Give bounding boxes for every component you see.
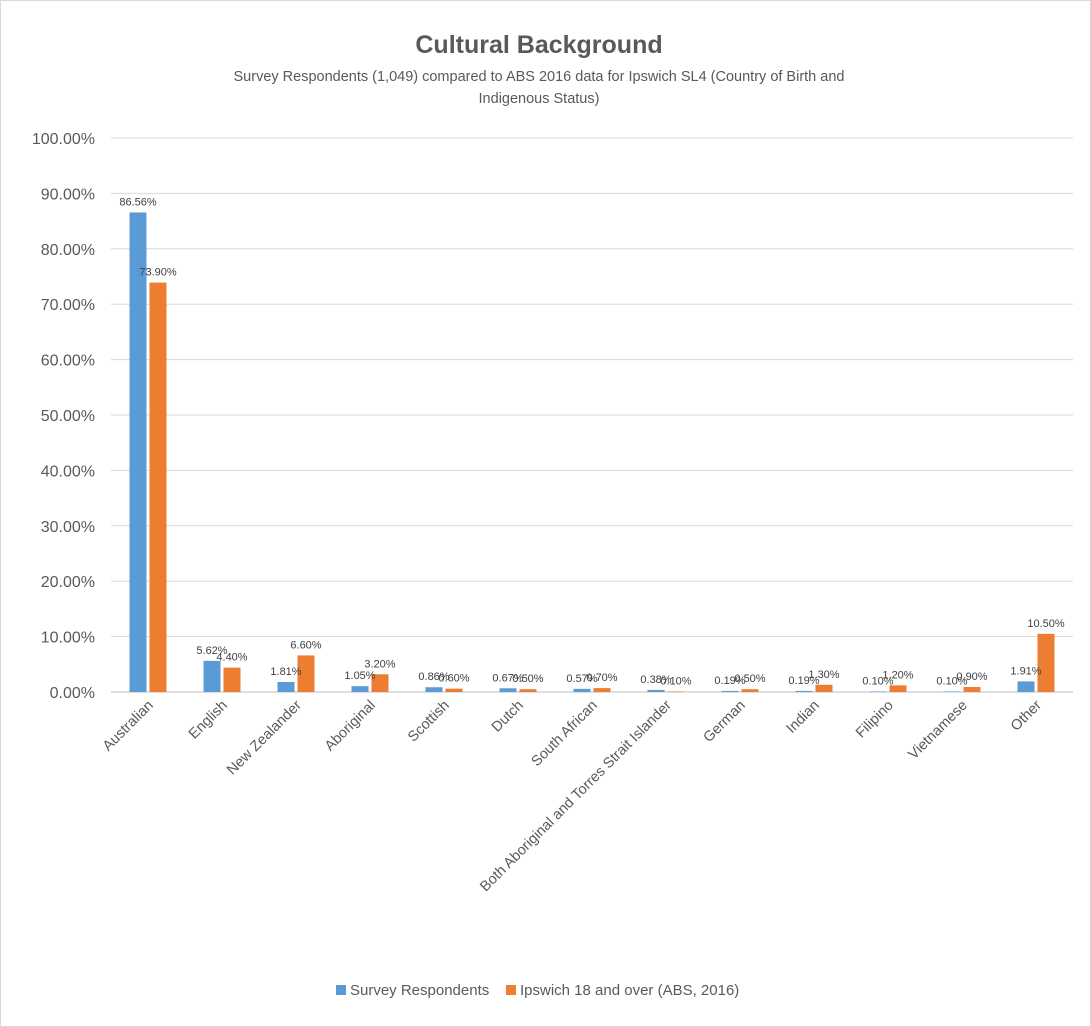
bar-survey-respondents (943, 691, 961, 693)
x-tick-label: Scottish (405, 698, 453, 746)
bar-ipswich-abs (297, 655, 315, 692)
bar-ipswich-abs (963, 687, 981, 692)
y-tick-label: 100.00% (32, 131, 95, 148)
data-label: 1.20% (882, 669, 913, 681)
data-label: 4.40% (216, 652, 247, 664)
bar-survey-respondents (1017, 681, 1035, 692)
data-label: 73.90% (139, 267, 177, 279)
bar-ipswich-abs (371, 674, 389, 692)
bar-survey-respondents (795, 690, 813, 692)
y-tick-label: 60.00% (41, 353, 95, 370)
data-label: 0.70% (586, 672, 617, 684)
chart-subtitle-line-1: Survey Respondents (1,049) compared to A… (234, 69, 845, 85)
bar-ipswich-abs (149, 282, 167, 692)
y-tick-label: 80.00% (41, 242, 95, 259)
data-label: 0.50% (512, 673, 543, 685)
data-label: 1.81% (270, 666, 301, 678)
bar-survey-respondents (203, 660, 221, 692)
bar-survey-respondents (351, 686, 369, 692)
data-label: 0.67% (492, 672, 523, 684)
x-tick-label: Other (1008, 697, 1045, 734)
chart-title: Cultural Background (415, 31, 662, 59)
x-tick-label: Indian (784, 698, 823, 737)
y-axis-ticks: 0.00% 10.00% 20.00% 30.00% 40.00% 50.00% 60.00… (32, 131, 95, 702)
data-label: 1.91% (1010, 665, 1041, 677)
y-tick-label: 50.00% (41, 408, 95, 425)
x-tick-label: Australian (100, 698, 157, 755)
x-tick-label: Aboriginal (322, 698, 379, 755)
data-label: 0.10% (936, 675, 967, 687)
data-label: 1.30% (808, 669, 839, 681)
legend-label: Survey Respondents (350, 982, 489, 999)
legend: Survey Respondents Ipswich 18 and over (A… (336, 982, 739, 999)
bar-ipswich-abs (445, 688, 463, 692)
data-label: 0.86% (418, 671, 449, 683)
data-label: 0.38% (640, 674, 671, 686)
legend-label: Ipswich 18 and over (ABS, 2016) (520, 982, 739, 999)
data-label: 0.19% (714, 675, 745, 687)
x-tick-label: New Zealander (224, 697, 305, 778)
data-label: 5.62% (196, 645, 227, 657)
legend-swatch (506, 985, 516, 995)
y-tick-label: 70.00% (41, 297, 95, 314)
x-tick-label: South African (529, 698, 601, 770)
bar-survey-respondents (499, 688, 517, 692)
bar-ipswich-abs (815, 684, 833, 692)
x-tick-label: Filipino (853, 698, 897, 742)
bar-ipswich-abs (519, 689, 537, 692)
data-label: 0.10% (862, 675, 893, 687)
bar-survey-respondents (647, 689, 665, 692)
y-tick-label: 30.00% (41, 519, 95, 536)
y-tick-label: 20.00% (41, 574, 95, 591)
data-label: 10.50% (1027, 618, 1065, 630)
gridlines (111, 137, 1073, 693)
data-labels: 86.56% 73.90% 5.62%4.40% 1.81% 6.60% 1.05%3.2… (119, 196, 1065, 687)
data-label: 0.10% (660, 675, 691, 687)
legend-swatch (336, 985, 346, 995)
data-label: 0.19% (788, 675, 819, 687)
data-label: 3.20% (364, 658, 395, 670)
data-label: 86.56% (119, 196, 157, 208)
x-tick-label: Dutch (489, 698, 527, 736)
bar-survey-respondents (573, 688, 591, 692)
y-tick-label: 90.00% (41, 186, 95, 203)
bar-ipswich-abs (1037, 633, 1055, 692)
bar-survey-respondents (277, 681, 295, 692)
bar-ipswich-abs (889, 685, 907, 692)
bar-ipswich-abs (223, 667, 241, 692)
bar-ipswich-abs (593, 688, 611, 692)
y-tick-label: 10.00% (41, 630, 95, 647)
y-tick-label: 40.00% (41, 463, 95, 480)
data-label: 0.60% (438, 673, 469, 685)
data-label: 0.57% (566, 673, 597, 685)
x-tick-label: Vietnamese (906, 698, 971, 763)
bar-survey-respondents (869, 691, 887, 693)
data-label: 0.50% (734, 673, 765, 685)
data-label: 1.05% (344, 670, 375, 682)
bar-survey-respondents (721, 690, 739, 692)
chart-subtitle-line-2: Indigenous Status) (479, 91, 600, 107)
bar-ipswich-abs (741, 689, 759, 692)
bars (129, 212, 1055, 693)
x-tick-label: German (700, 698, 748, 746)
x-tick-label: English (186, 698, 231, 743)
y-tick-label: 0.00% (50, 685, 95, 702)
data-label: 6.60% (290, 639, 321, 651)
bar-ipswich-abs (667, 691, 685, 693)
data-label: 0.90% (956, 671, 987, 683)
bar-survey-respondents (129, 212, 147, 693)
bar-survey-respondents (425, 687, 443, 692)
